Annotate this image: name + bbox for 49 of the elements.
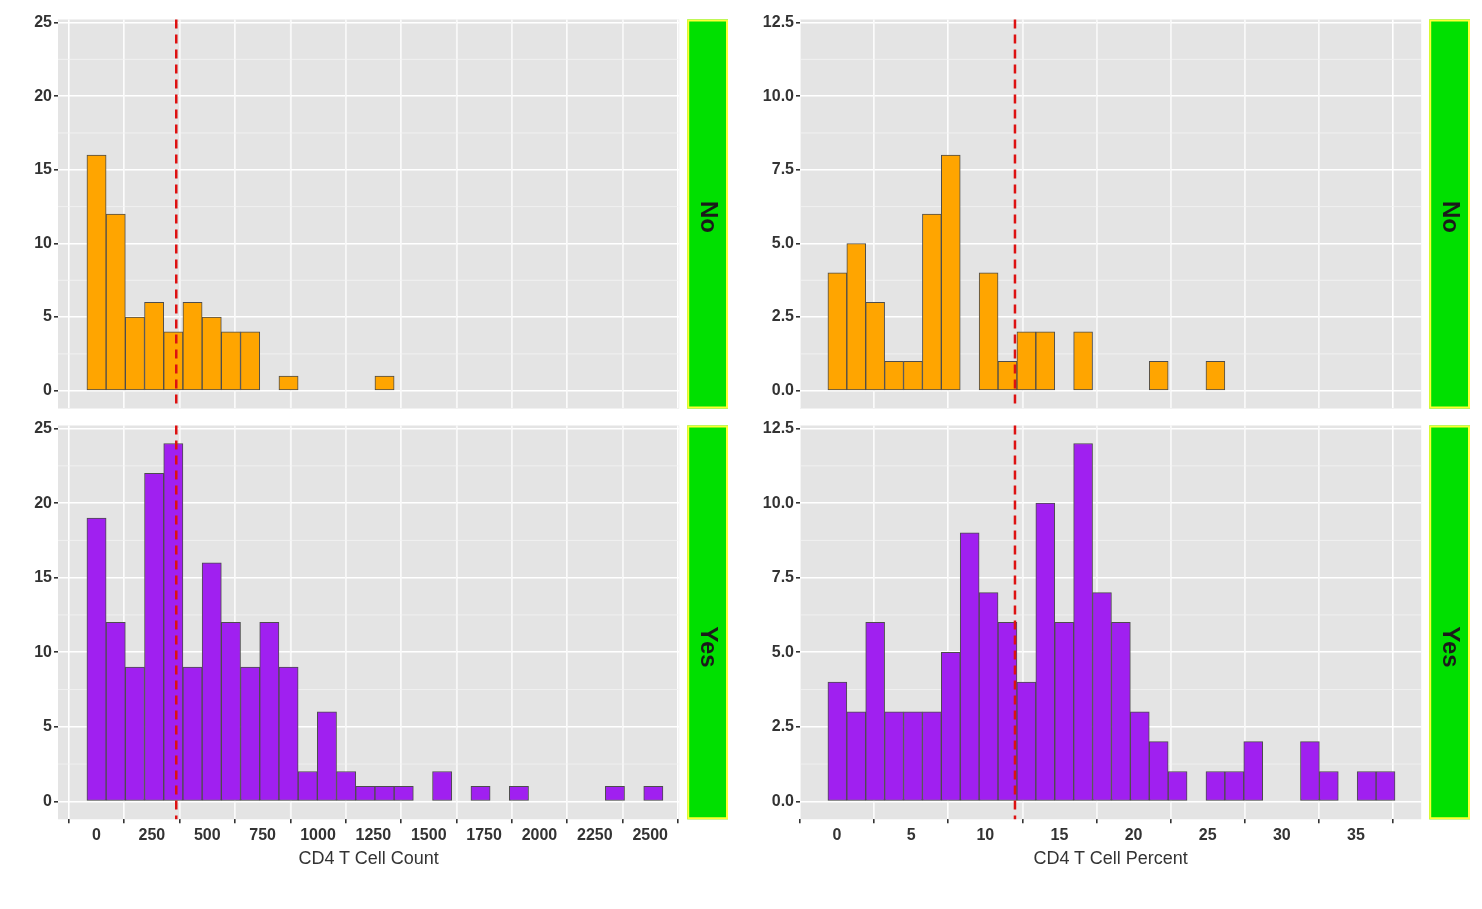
x-tick-label: 1750 bbox=[466, 826, 502, 844]
y-tick-label: 10.0 bbox=[762, 86, 795, 104]
y-tick-label: 0 bbox=[43, 791, 53, 809]
x-tick-label: 10 bbox=[976, 826, 995, 844]
y-tick-label: 0.0 bbox=[771, 791, 795, 809]
x-tick-label: 25 bbox=[1198, 826, 1217, 844]
x-tick-label: 250 bbox=[138, 826, 166, 844]
x-tick-label: 35 bbox=[1347, 826, 1365, 844]
x-tick-label: 2500 bbox=[632, 826, 669, 844]
x-tick-label: 1000 bbox=[300, 826, 336, 844]
y-tick-label: 0.0 bbox=[771, 381, 795, 399]
y-tick-label: 5.0 bbox=[771, 642, 795, 660]
x-tick-label: 1250 bbox=[355, 826, 392, 844]
y-tick-label: 2.5 bbox=[771, 307, 795, 325]
text: Yes bbox=[695, 626, 723, 668]
x-tick-label: 15 bbox=[1050, 826, 1069, 844]
y-tick-label: 15 bbox=[34, 160, 53, 178]
x-tick-label: 2000 bbox=[521, 826, 558, 844]
x-tick-label: 0 bbox=[832, 826, 842, 844]
y-tick-label: 10 bbox=[34, 642, 53, 660]
text: Yes bbox=[1437, 626, 1465, 668]
x-tick-label: 2250 bbox=[577, 826, 613, 844]
text: No bbox=[1437, 201, 1465, 233]
y-tick-label: 20 bbox=[34, 493, 53, 511]
x-axis-title: CD4 T Cell Count bbox=[298, 848, 439, 869]
y-tick-label: 20 bbox=[34, 86, 53, 104]
y-tick-label: 12.5 bbox=[762, 12, 795, 30]
y-tick-label: 5.0 bbox=[771, 233, 795, 251]
y-tick-label: 2.5 bbox=[771, 717, 795, 735]
x-tick-label: 0 bbox=[92, 826, 102, 844]
x-tick-label: 30 bbox=[1272, 826, 1291, 844]
y-tick-label: 25 bbox=[34, 12, 53, 30]
y-tick-label: 15 bbox=[34, 568, 53, 586]
y-tick-label: 7.5 bbox=[771, 160, 795, 178]
x-tick-label: 750 bbox=[249, 826, 277, 844]
x-tick-label: 1500 bbox=[410, 826, 447, 844]
text: No bbox=[695, 201, 723, 233]
y-tick-label: 5 bbox=[43, 717, 53, 735]
y-tick-label: 10.0 bbox=[762, 493, 795, 511]
y-tick-label: 7.5 bbox=[771, 568, 795, 586]
x-tick-label: 500 bbox=[193, 826, 221, 844]
y-tick-label: 0 bbox=[43, 381, 53, 399]
y-tick-label: 10 bbox=[34, 233, 53, 251]
y-tick-label: 12.5 bbox=[762, 418, 795, 436]
x-axis-title: CD4 T Cell Percent bbox=[1033, 848, 1188, 869]
x-tick-label: 5 bbox=[906, 826, 916, 844]
y-tick-label: 25 bbox=[34, 418, 53, 436]
x-tick-label: 20 bbox=[1124, 826, 1143, 844]
y-tick-label: 5 bbox=[43, 307, 53, 325]
